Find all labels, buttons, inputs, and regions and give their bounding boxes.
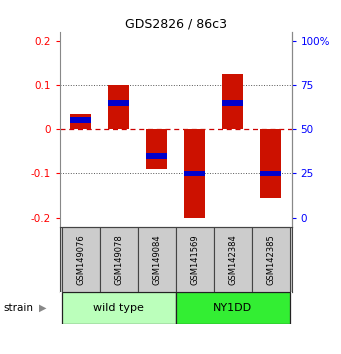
- Text: strain: strain: [3, 303, 33, 313]
- Text: GSM141569: GSM141569: [190, 234, 199, 285]
- Bar: [146, 153, 167, 159]
- Text: GSM142384: GSM142384: [228, 234, 237, 285]
- Text: ▶: ▶: [39, 303, 47, 313]
- Bar: [252, 227, 290, 292]
- Bar: [222, 74, 243, 129]
- Text: GSM142385: GSM142385: [266, 234, 275, 285]
- Text: GSM149076: GSM149076: [76, 234, 85, 285]
- Text: wild type: wild type: [93, 303, 144, 313]
- Bar: [184, 129, 205, 218]
- Bar: [176, 292, 290, 324]
- Bar: [62, 227, 100, 292]
- Bar: [100, 227, 138, 292]
- Bar: [138, 227, 176, 292]
- Bar: [176, 227, 213, 292]
- Bar: [108, 100, 129, 105]
- Text: GSM149084: GSM149084: [152, 234, 161, 285]
- Bar: [222, 100, 243, 105]
- Text: NY1DD: NY1DD: [213, 303, 252, 313]
- Bar: [108, 85, 129, 129]
- Bar: [70, 114, 91, 129]
- Bar: [62, 292, 176, 324]
- Bar: [70, 118, 91, 123]
- Bar: [260, 129, 281, 198]
- Bar: [184, 171, 205, 176]
- Bar: [146, 129, 167, 169]
- Bar: [213, 227, 252, 292]
- Text: GSM149078: GSM149078: [114, 234, 123, 285]
- Bar: [260, 171, 281, 176]
- Title: GDS2826 / 86c3: GDS2826 / 86c3: [124, 18, 227, 31]
